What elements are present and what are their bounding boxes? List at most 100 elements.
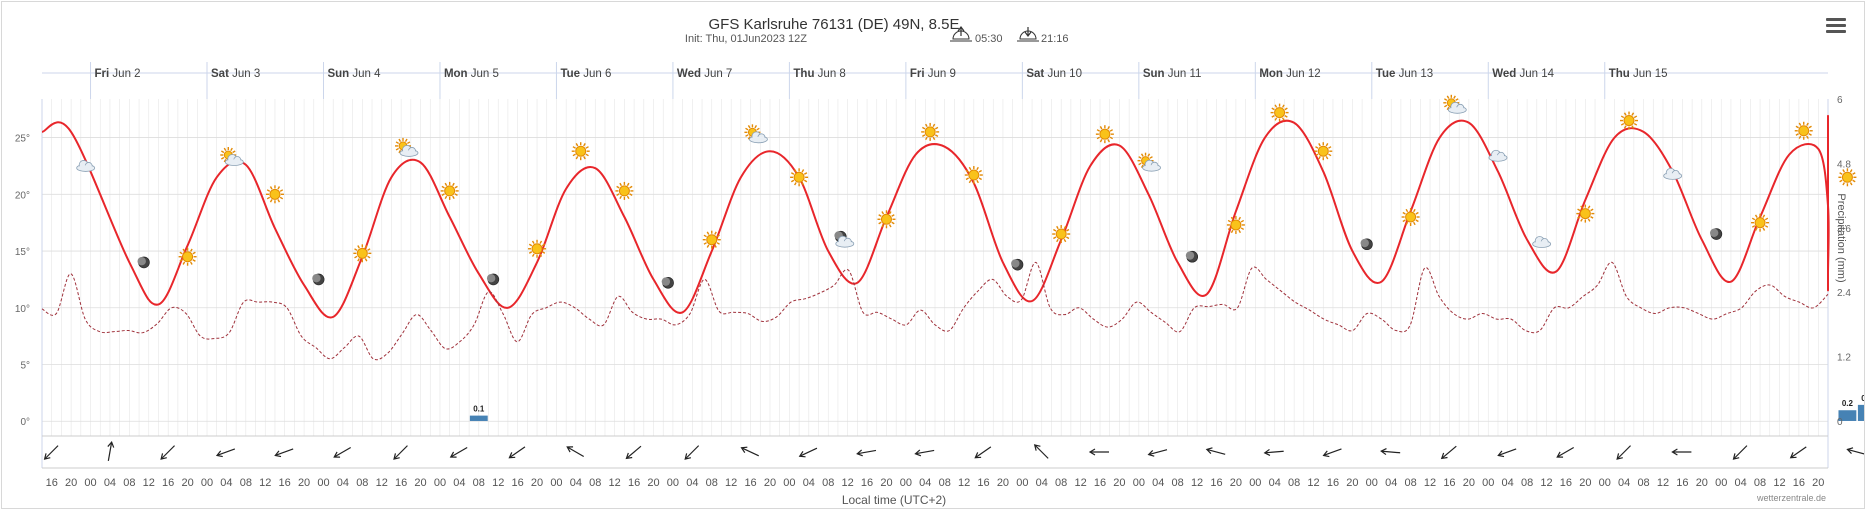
day-label: Mon Jun 12 bbox=[1259, 68, 1320, 80]
moon-weather-icon bbox=[1709, 228, 1723, 240]
cloud-weather-icon bbox=[1488, 149, 1508, 162]
sun-weather-icon bbox=[702, 230, 721, 249]
hour-tick-label: 08 bbox=[1055, 477, 1067, 489]
wind-arrow-icon bbox=[1440, 445, 1457, 460]
sun-weather-icon bbox=[178, 247, 197, 266]
wind-arrows bbox=[43, 441, 1864, 461]
day-label: Fri Jun 9 bbox=[910, 68, 956, 80]
precip-label: 0.2 bbox=[1842, 399, 1854, 408]
day-label: Sat Jun 10 bbox=[1026, 68, 1082, 80]
hour-tick-label: 16 bbox=[977, 477, 989, 489]
hour-tick-label: 08 bbox=[1172, 477, 1184, 489]
hour-tick-label: 08 bbox=[473, 477, 485, 489]
day-label: Wed Jun 14 bbox=[1492, 68, 1554, 80]
hour-tick-label: 12 bbox=[259, 477, 271, 489]
hour-tick-label: 16 bbox=[628, 477, 640, 489]
hour-tick-label: 12 bbox=[143, 477, 155, 489]
hour-tick-label: 20 bbox=[1696, 477, 1708, 489]
temperature-line bbox=[41, 114, 1830, 319]
hour-tick-label: 16 bbox=[162, 477, 174, 489]
y2-tick-label: 6 bbox=[1837, 95, 1843, 106]
precip-bar bbox=[1838, 410, 1857, 421]
day-label: Tue Jun 13 bbox=[1376, 68, 1433, 80]
cloud-weather-icon bbox=[1532, 236, 1552, 248]
hour-tick-label: 04 bbox=[1502, 477, 1514, 489]
hour-tick-label: 16 bbox=[1443, 477, 1455, 489]
day-label: Wed Jun 7 bbox=[677, 68, 732, 80]
day-label: Sun Jun 4 bbox=[327, 68, 381, 80]
wind-arrow-icon bbox=[1556, 446, 1574, 458]
y-tick-label: 5° bbox=[20, 361, 30, 372]
wind-arrow-icon bbox=[1789, 446, 1807, 459]
hour-tick-label: 16 bbox=[279, 477, 291, 489]
wind-arrow-icon bbox=[1033, 444, 1049, 459]
wind-arrow-icon bbox=[107, 441, 115, 461]
moon-weather-icon bbox=[486, 273, 500, 286]
precip-bar bbox=[1857, 404, 1864, 421]
hour-tick-label: 20 bbox=[764, 477, 776, 489]
hour-tick-label: 08 bbox=[123, 477, 135, 489]
moon-weather-icon bbox=[312, 273, 325, 286]
sun-weather-icon bbox=[615, 181, 634, 200]
y-tick-label: 10° bbox=[15, 304, 30, 315]
hour-tick-label: 12 bbox=[1424, 477, 1436, 489]
hour-tick-label: 16 bbox=[1793, 477, 1805, 489]
wind-arrow-icon bbox=[1088, 448, 1109, 456]
sun-weather-icon bbox=[1226, 215, 1245, 234]
sun-weather-icon bbox=[921, 122, 940, 141]
sun-weather-icon bbox=[964, 166, 983, 185]
y2-tick-label: 1.2 bbox=[1837, 353, 1851, 364]
hour-tick-label: 08 bbox=[1404, 477, 1416, 489]
hour-tick-label: 04 bbox=[1735, 477, 1747, 489]
hour-tick-label: 04 bbox=[803, 477, 815, 489]
sun-weather-icon bbox=[1314, 142, 1333, 161]
sun-weather-icon bbox=[528, 239, 547, 258]
wind-arrow-icon bbox=[43, 445, 59, 460]
suncloud-weather-icon bbox=[1137, 152, 1161, 172]
wind-arrow-icon bbox=[1671, 448, 1692, 456]
precip-label: 0.1 bbox=[473, 405, 485, 414]
hour-tick-label: 12 bbox=[842, 477, 854, 489]
hour-tick-label: 08 bbox=[1754, 477, 1766, 489]
hour-tick-label: 12 bbox=[1657, 477, 1669, 489]
wind-arrow-icon bbox=[914, 449, 935, 457]
hour-tick-label: 00 bbox=[667, 477, 679, 489]
wind-arrow-icon bbox=[508, 446, 526, 459]
y-tick-label: 15° bbox=[15, 247, 30, 258]
sun-weather-icon bbox=[571, 142, 590, 161]
sun-weather-icon bbox=[1095, 125, 1114, 144]
hour-tick-label: 12 bbox=[1191, 477, 1203, 489]
y-tick-label: 25° bbox=[15, 134, 30, 145]
precip-bar bbox=[469, 415, 488, 421]
dewpoint-line bbox=[41, 261, 1829, 361]
hour-tick-label: 04 bbox=[220, 477, 232, 489]
wind-arrow-icon bbox=[798, 447, 818, 458]
moon-weather-icon bbox=[1185, 250, 1199, 263]
hour-tick-label: 04 bbox=[1152, 477, 1164, 489]
hour-tick-label: 20 bbox=[298, 477, 310, 489]
y2-tick-label: 4.8 bbox=[1837, 159, 1851, 170]
day-label: Fri Jun 2 bbox=[95, 68, 141, 80]
y-tick-label: 0° bbox=[20, 417, 30, 428]
hamburger-menu-icon[interactable] bbox=[1824, 16, 1848, 40]
hour-tick-label: 08 bbox=[822, 477, 834, 489]
wind-arrow-icon bbox=[449, 446, 468, 458]
hour-tick-label: 08 bbox=[589, 477, 601, 489]
suncloud-weather-icon bbox=[220, 147, 244, 166]
hour-tick-label: 12 bbox=[1307, 477, 1319, 489]
wind-arrow-icon bbox=[215, 448, 236, 458]
wind-arrow-icon bbox=[566, 446, 584, 458]
precipitation-bars: 0.10.20.30.40.20.50.80.40.30.10.10.40.20… bbox=[469, 394, 1864, 421]
hour-tick-label: 08 bbox=[356, 477, 368, 489]
hour-tick-label: 08 bbox=[939, 477, 951, 489]
sun-weather-icon bbox=[1620, 111, 1639, 130]
hour-tick-label: 08 bbox=[1288, 477, 1300, 489]
grid-layer bbox=[41, 99, 1829, 469]
hour-tick-label: 00 bbox=[1016, 477, 1028, 489]
hour-tick-label: 04 bbox=[453, 477, 465, 489]
hour-tick-label: 16 bbox=[1676, 477, 1688, 489]
wind-arrow-icon bbox=[160, 445, 175, 460]
hour-tick-label: 20 bbox=[531, 477, 543, 489]
wind-arrow-icon bbox=[393, 445, 408, 460]
